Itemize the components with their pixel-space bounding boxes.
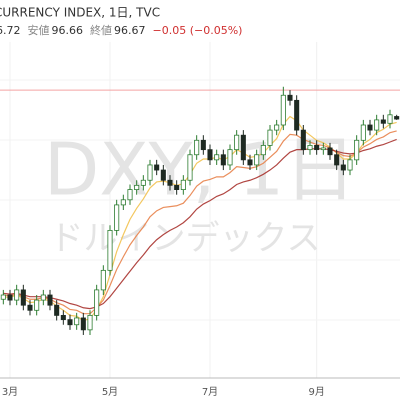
candle-body <box>27 304 33 311</box>
candle-body <box>67 319 73 326</box>
candle-body <box>0 294 6 300</box>
candle-body <box>87 314 93 331</box>
header-bg <box>0 0 400 42</box>
candle-body <box>300 129 306 151</box>
candle-body <box>94 289 100 316</box>
x-tick-label: 9月 <box>308 386 324 398</box>
candle-body <box>127 189 133 201</box>
candle-body <box>160 169 166 181</box>
candle-body <box>214 154 220 161</box>
watermark: DXY, 1日 <box>44 128 356 212</box>
candle-body <box>280 94 286 126</box>
header-item: 終値 <box>90 23 112 37</box>
candle-body <box>240 134 246 161</box>
candle-body <box>20 289 26 306</box>
candle-body <box>154 164 160 171</box>
candle-body <box>187 154 193 181</box>
header-item: 6.72 <box>0 24 21 37</box>
candle-body <box>40 294 46 301</box>
candle-body <box>347 159 353 171</box>
plot <box>0 86 400 335</box>
candle-body <box>140 179 146 186</box>
x-tick-label: 7月 <box>202 386 218 398</box>
candle-body <box>247 159 253 166</box>
candle-body <box>180 179 186 190</box>
candle-body <box>114 204 120 231</box>
candle-body <box>394 116 400 120</box>
candle-body <box>7 294 13 301</box>
x-tick-label: 5月 <box>102 386 118 398</box>
header-item: 安値 <box>28 23 50 37</box>
candle-body <box>307 144 313 151</box>
candle-body <box>320 147 326 151</box>
candle-body <box>147 164 153 181</box>
candle-body <box>360 124 366 141</box>
candle-body <box>274 124 280 131</box>
candle-body <box>34 299 40 311</box>
candle-body <box>14 289 20 301</box>
candle-body <box>260 144 266 156</box>
x-tick-label: 3月 <box>2 386 18 398</box>
header-item: 96.67 <box>114 24 146 37</box>
candle-body <box>60 314 66 321</box>
candle-body <box>287 94 293 101</box>
candle-body <box>120 199 126 206</box>
candle-body <box>174 184 180 191</box>
candle-body <box>220 154 226 166</box>
candle-body <box>80 317 86 331</box>
candle-body <box>54 304 60 316</box>
candle-body <box>167 179 173 186</box>
header-item: 96.66 <box>52 24 84 37</box>
candle-body <box>234 134 240 151</box>
candle-body <box>367 124 373 131</box>
candle-body <box>107 229 113 271</box>
candle-body <box>340 164 346 171</box>
candle-body <box>374 119 380 131</box>
candle-body <box>254 154 260 166</box>
candle-body <box>334 154 340 166</box>
candle-body <box>354 139 360 161</box>
x-axis-labels: 3月 5月 7月 9月 <box>2 386 325 398</box>
candle-body <box>200 139 206 151</box>
candle-body <box>207 149 213 161</box>
candle-body <box>194 139 200 156</box>
candle-body <box>380 119 386 124</box>
candle-body <box>327 147 333 156</box>
header-item: −0.05 (−0.05%) <box>153 24 243 37</box>
watermark-sub: ドルインデックス <box>50 219 321 259</box>
candle-body <box>387 114 393 124</box>
grid <box>0 40 400 378</box>
candle-body <box>100 269 106 291</box>
candle-body <box>294 99 300 131</box>
candle-body <box>314 144 320 151</box>
candle-body <box>47 294 53 306</box>
candle-body <box>134 184 140 191</box>
chart-title: CURRENCY INDEX, 1日, TVC <box>0 6 160 20</box>
candle-body <box>227 149 233 166</box>
candle-body <box>74 317 80 326</box>
candle-body <box>267 129 273 146</box>
